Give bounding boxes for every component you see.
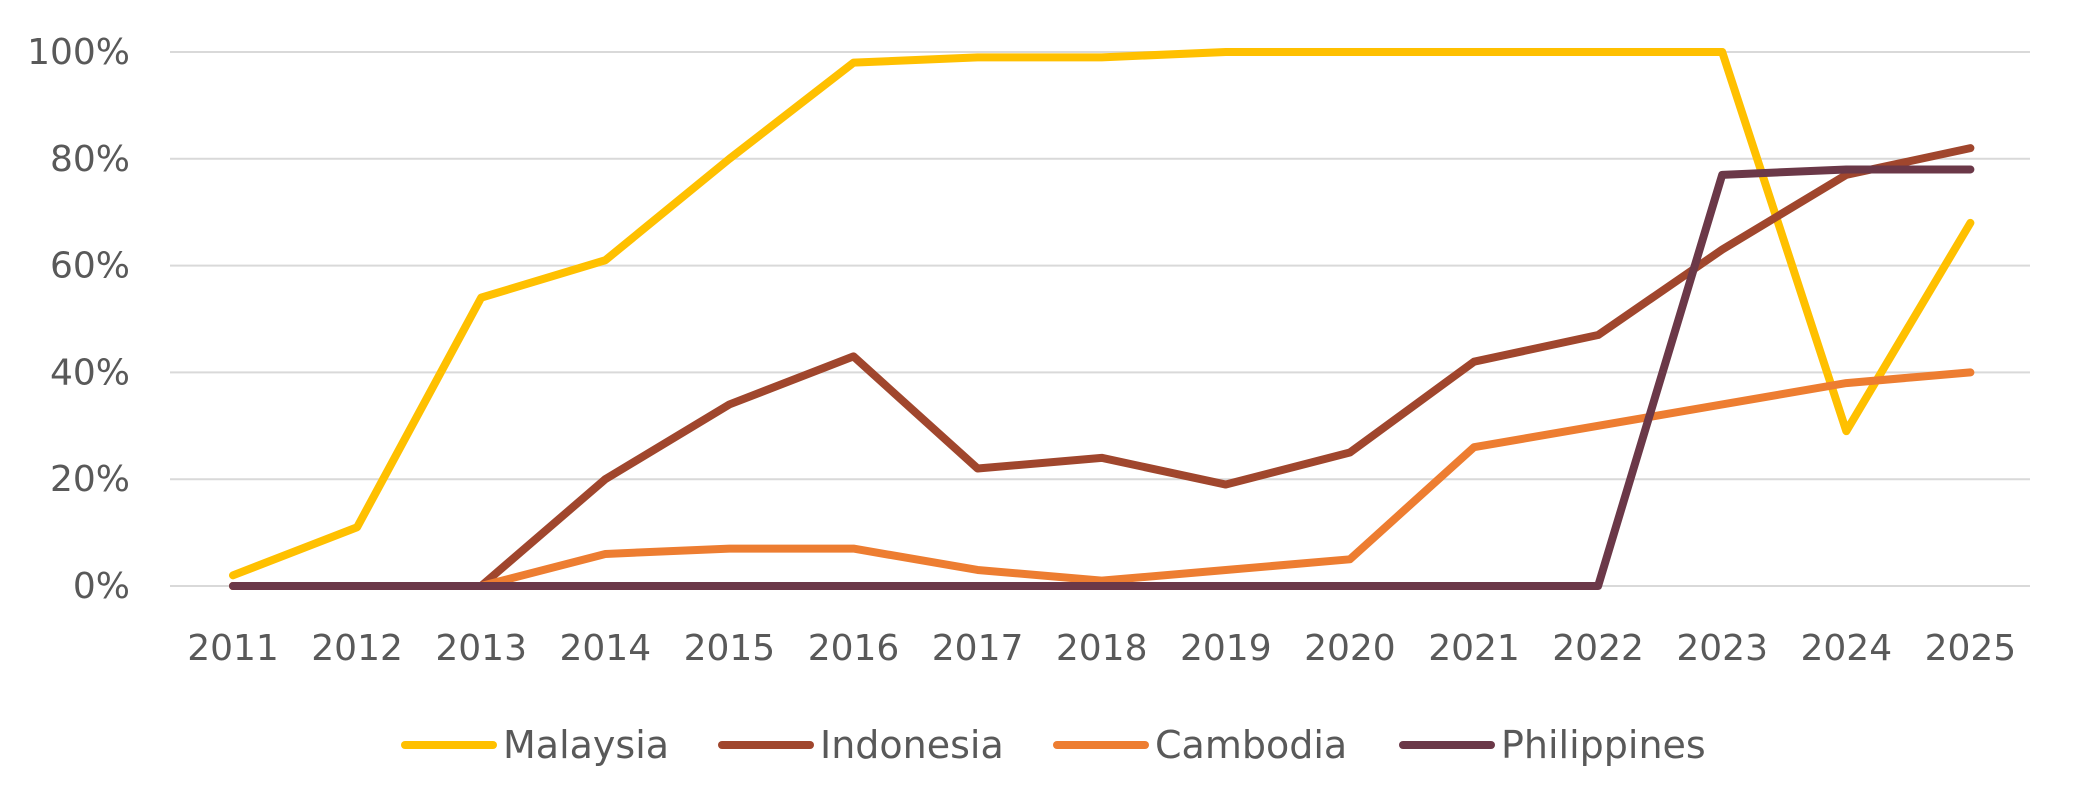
legend-label: Philippines — [1501, 723, 1706, 767]
legend-item-cambodia: Cambodia — [1053, 723, 1347, 767]
y-tick-label: 20% — [50, 459, 130, 500]
x-tick-label: 2020 — [1304, 628, 1396, 669]
y-tick-label: 80% — [50, 139, 130, 180]
series-lines — [229, 48, 1975, 590]
x-tick-label: 2015 — [684, 628, 776, 669]
x-tick-label: 2016 — [808, 628, 900, 669]
legend-label: Cambodia — [1155, 723, 1347, 767]
y-tick-label: 100% — [27, 32, 130, 73]
gridlines — [170, 51, 2030, 587]
x-tick-label: 2012 — [311, 628, 403, 669]
x-tick-label: 2024 — [1800, 628, 1892, 669]
legend-label: Malaysia — [503, 723, 669, 767]
legend: Malaysia Indonesia Cambodia Philippines — [401, 723, 1706, 767]
series-line-cambodia — [229, 368, 1975, 590]
series-line-indonesia — [229, 144, 1975, 590]
x-tick-label: 2013 — [435, 628, 527, 669]
series-line-philippines — [229, 165, 1975, 590]
x-tick-label: 2021 — [1428, 628, 1520, 669]
x-tick-label: 2019 — [1180, 628, 1272, 669]
legend-item-indonesia: Indonesia — [718, 723, 1004, 767]
x-tick-label: 2017 — [932, 628, 1024, 669]
x-axis-tick-labels: 2011 2012 2013 2014 2015 2016 2017 2018 2019 2020… — [187, 628, 2016, 669]
y-tick-label: 40% — [50, 352, 130, 393]
x-tick-label: 2022 — [1552, 628, 1644, 669]
y-axis-tick-labels: 0% 20% 40% 60% 80% 100% — [27, 32, 130, 607]
x-tick-label: 2023 — [1676, 628, 1768, 669]
x-tick-label: 2018 — [1056, 628, 1148, 669]
x-tick-label: 2025 — [1925, 628, 2017, 669]
legend-item-malaysia: Malaysia — [401, 723, 669, 767]
x-tick-label: 2014 — [559, 628, 651, 669]
y-tick-label: 60% — [50, 246, 130, 287]
legend-label: Indonesia — [820, 723, 1004, 767]
legend-item-philippines: Philippines — [1399, 723, 1706, 767]
x-tick-label: 2011 — [187, 628, 279, 669]
series-line-malaysia — [229, 48, 1975, 580]
y-tick-label: 0% — [73, 566, 130, 607]
